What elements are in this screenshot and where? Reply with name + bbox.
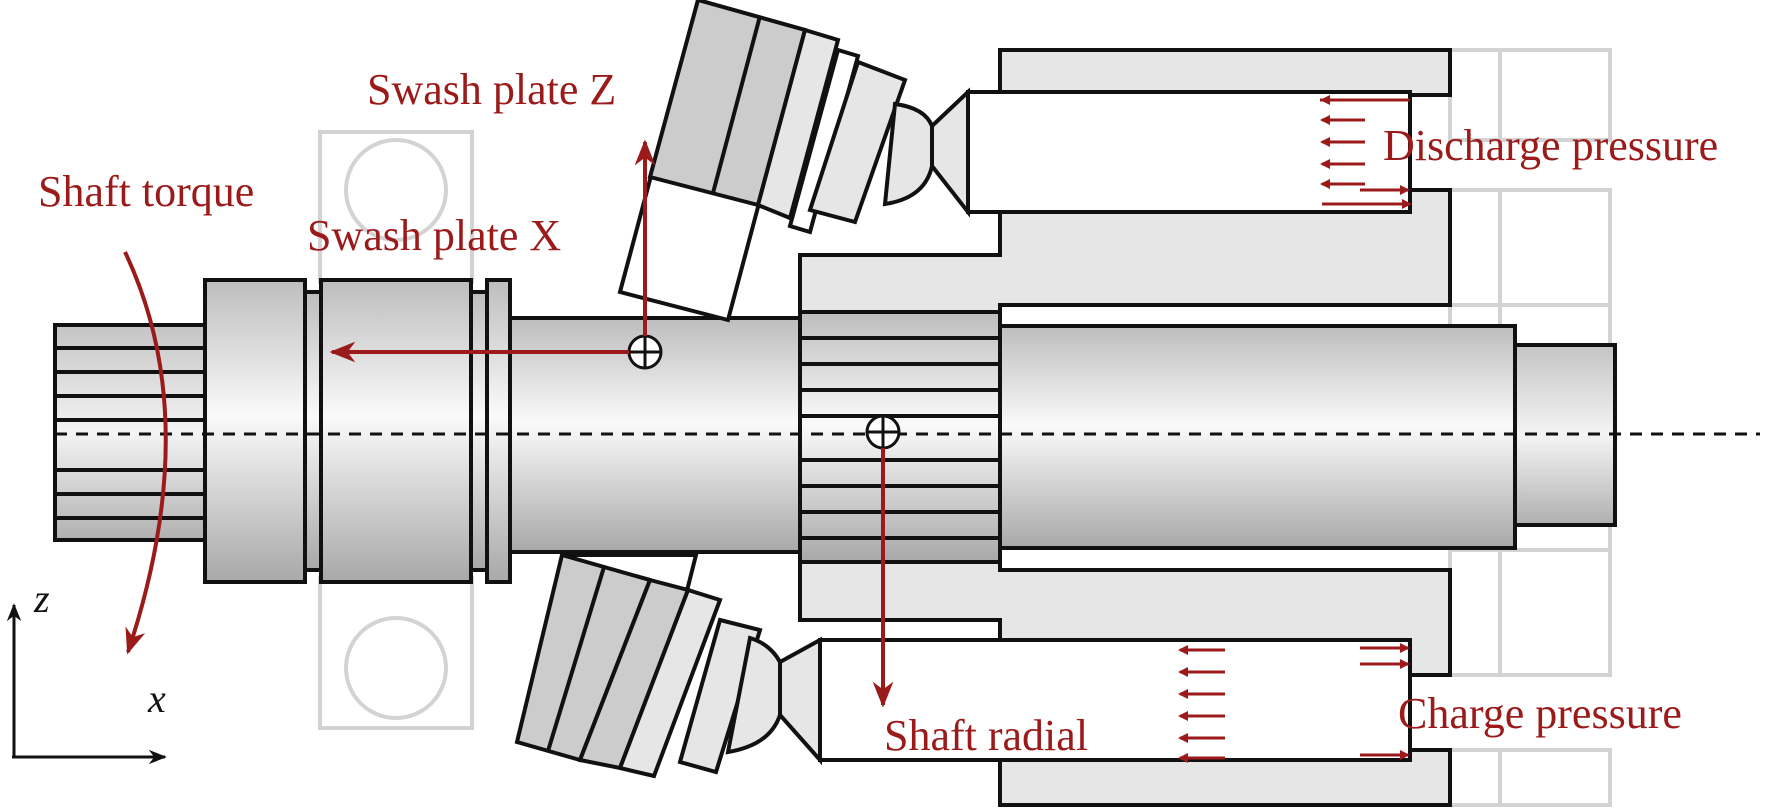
swash-plate-z-label: Swash plate Z [367,65,616,114]
lower-swash-plate [514,552,763,779]
x-axis-label: x [147,676,166,721]
cylinder-block [798,48,1452,807]
upper-swash-plate [617,0,908,323]
shaft-torque-label: Shaft torque [38,167,254,216]
splined-hub [798,310,1002,564]
swash-force-point-symbol [627,334,663,370]
charge-pressure-arrows [1178,643,1410,763]
shaft-radial-point-symbol [865,414,901,450]
coordinate-axes [6,603,167,765]
discharge-pressure-arrows [1320,95,1412,209]
shaft-collars [203,278,512,584]
charge-pressure-label: Charge pressure [1398,689,1682,738]
discharge-pressure-label: Discharge pressure [1383,121,1718,170]
lower-piston [725,635,822,766]
shaft-torque-arrow [123,251,168,655]
swash-plate-x-label: Swash plate X [307,211,561,260]
upper-piston [882,87,970,218]
shaft-radial-label: Shaft radial [884,711,1088,760]
z-axis-label: z [33,576,50,621]
